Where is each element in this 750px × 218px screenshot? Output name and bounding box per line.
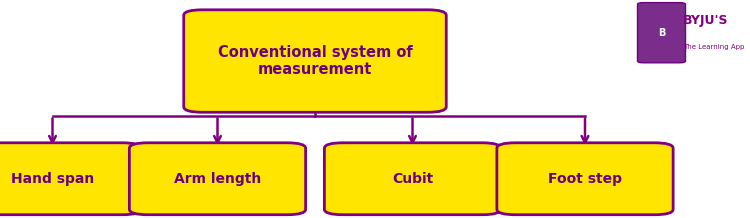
- FancyBboxPatch shape: [324, 143, 501, 215]
- FancyBboxPatch shape: [496, 143, 674, 215]
- Text: Hand span: Hand span: [11, 172, 94, 186]
- FancyBboxPatch shape: [638, 3, 686, 63]
- Text: Foot step: Foot step: [548, 172, 622, 186]
- FancyBboxPatch shape: [0, 143, 141, 215]
- Text: Conventional system of
measurement: Conventional system of measurement: [217, 45, 412, 77]
- FancyBboxPatch shape: [184, 10, 446, 112]
- Text: The Learning App: The Learning App: [683, 44, 745, 50]
- Text: BYJU'S: BYJU'S: [683, 14, 729, 27]
- FancyBboxPatch shape: [129, 143, 306, 215]
- Text: Cubit: Cubit: [392, 172, 433, 186]
- Text: Arm length: Arm length: [174, 172, 261, 186]
- Text: B: B: [658, 28, 665, 38]
